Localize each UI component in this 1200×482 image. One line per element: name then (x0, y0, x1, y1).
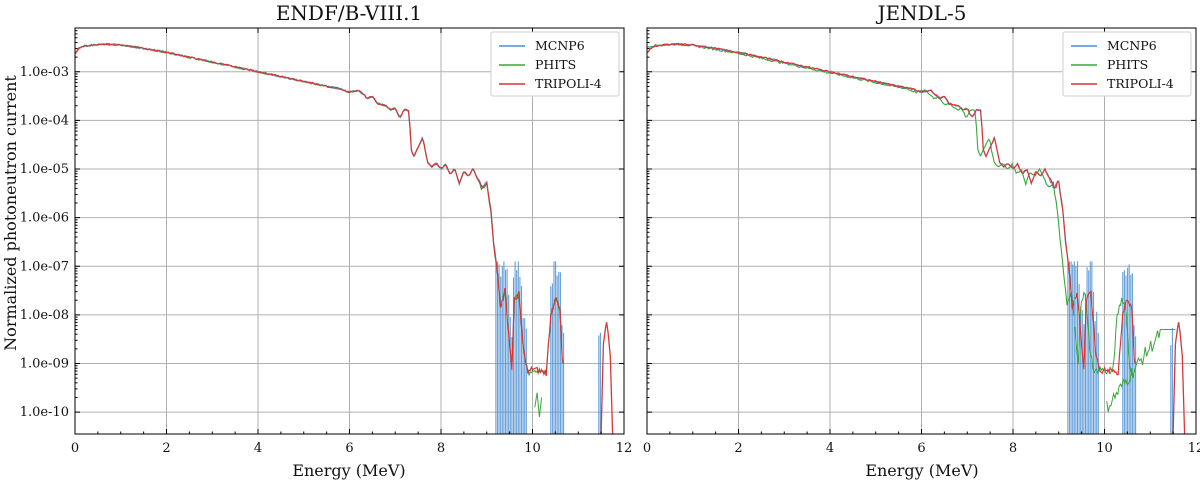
y-tick-label: 1.0e-04 (20, 113, 69, 128)
x-tick-label: 12 (616, 441, 633, 456)
tripoli4-line (1074, 290, 1136, 376)
x-tick-label: 0 (71, 441, 79, 456)
tripoli4-line (647, 43, 1075, 310)
legend-entry: PHITS (535, 57, 576, 72)
x-tick-label: 4 (254, 441, 262, 456)
y-tick-label: 1.0e-10 (20, 405, 69, 420)
x-tick-label: 8 (1009, 441, 1017, 456)
panel-jendl: JENDL-5 0 2 4 6 8 10 12 MCNP6 PHITS TRIPOLI-4 En… (643, 1, 1200, 480)
y-tick-label: 1.0e-09 (20, 356, 69, 371)
x-tick-label: 4 (826, 441, 834, 456)
legend-entry: MCNP6 (1107, 38, 1157, 53)
phits-line (647, 42, 1075, 316)
tripoli4-line (75, 43, 503, 308)
legend-entry: TRIPOLI-4 (535, 76, 602, 91)
x-tick-label: 2 (162, 441, 170, 456)
x-tick-label: 6 (345, 441, 353, 456)
y-tick-label: 1.0e-08 (20, 308, 69, 323)
legend-entry: MCNP6 (535, 38, 585, 53)
y-axis-label: Normalized photoneutron current (1, 75, 20, 351)
phits-line (1106, 329, 1176, 413)
x-tick-label: 10 (524, 441, 541, 456)
x-tick-label: 2 (734, 441, 742, 456)
y-tick-label: 1.0e-03 (20, 65, 69, 80)
x-tick-label: 8 (437, 441, 445, 456)
chart-title: JENDL-5 (876, 1, 967, 25)
axes: 0 2 4 6 8 10 12 1.0e-10 1.0e-09 1.0e-08 1.0e-07 1.0… (20, 27, 633, 456)
mcnp6-line (647, 42, 1075, 310)
y-tick-label: 1.0e-07 (20, 259, 69, 274)
legend-box (1062, 31, 1192, 97)
chart-title: ENDF/B-VIII.1 (276, 1, 422, 25)
series-layer (75, 42, 614, 434)
y-tick-label: 1.0e-06 (20, 211, 69, 226)
tripoli4-peak (1172, 322, 1186, 434)
plot-area (647, 42, 1186, 434)
legend: MCNP6 PHITS TRIPOLI-4 (490, 31, 620, 97)
tripoli4-peak (600, 322, 614, 434)
x-axis-label: Energy (MeV) (292, 461, 405, 480)
panel-endf: ENDF/B-VIII.1 0 2 4 6 8 10 12 1.0e-10 1.0e-09 1.0… (20, 1, 633, 480)
x-tick-label: 6 (917, 441, 925, 456)
x-axis-label: Energy (MeV) (865, 461, 978, 480)
tripoli4-line (502, 287, 564, 377)
axes: 0 2 4 6 8 10 12 (643, 27, 1200, 456)
legend-entry: PHITS (1107, 57, 1148, 72)
x-tick-label: 0 (643, 441, 651, 456)
x-tick-label: 10 (1096, 441, 1113, 456)
phits-line (534, 392, 543, 418)
series-layer (647, 42, 1186, 434)
plot-area (75, 42, 614, 434)
y-tick-label: 1.0e-05 (20, 162, 69, 177)
legend: MCNP6 PHITS TRIPOLI-4 (1062, 31, 1192, 97)
legend-box (490, 31, 620, 97)
legend-entry: TRIPOLI-4 (1107, 76, 1174, 91)
x-tick-label: 12 (1188, 441, 1200, 456)
grid (647, 28, 1196, 434)
